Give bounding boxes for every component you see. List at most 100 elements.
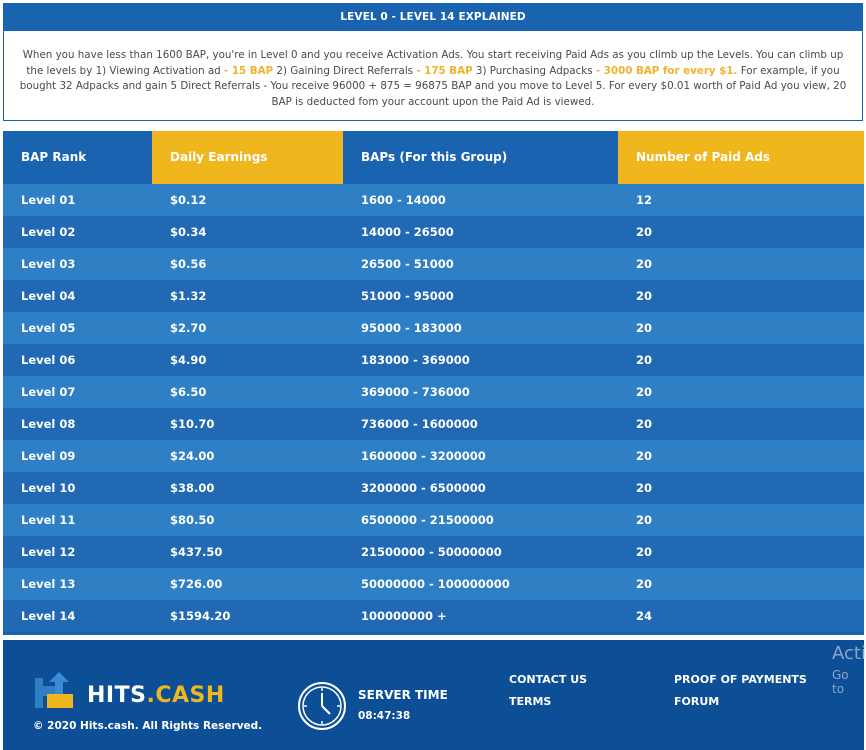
table-row: Level 14 $1594.20 100000000 + 24 bbox=[3, 600, 864, 635]
table-row: Level 12 $437.50 21500000 - 50000000 20 bbox=[3, 536, 864, 568]
header-paid-ads: Number of Paid Ads bbox=[618, 131, 864, 184]
cell-baps-group: 369000 - 736000 bbox=[361, 385, 470, 399]
table-row: Level 02 $0.34 14000 - 26500 20 bbox=[3, 216, 864, 248]
logo-text-dot: . bbox=[146, 683, 156, 708]
cell-bap-rank: Level 09 bbox=[21, 449, 76, 463]
cell-paid-ads: 20 bbox=[636, 481, 653, 495]
cell-daily-earnings: $4.90 bbox=[170, 353, 207, 367]
hits-cash-logo[interactable]: HITS.CASH bbox=[33, 672, 233, 712]
explainer-text-part: For example, if you bought 32 Adpacks an… bbox=[19, 64, 847, 108]
table-row: Level 06 $4.90 183000 - 369000 20 bbox=[3, 344, 864, 376]
proof-of-payments-link[interactable]: PROOF OF PAYMENTS bbox=[674, 673, 807, 686]
cell-bap-rank: Level 02 bbox=[21, 225, 76, 239]
server-time-label: SERVER TIME bbox=[358, 688, 448, 702]
activation-watermark-title: Acti bbox=[832, 643, 866, 664]
cell-paid-ads: 20 bbox=[636, 513, 653, 527]
cell-paid-ads: 20 bbox=[636, 353, 653, 367]
highlight-adpack-bap: - 3000 BAP for every $1. bbox=[595, 64, 738, 77]
cell-paid-ads: 20 bbox=[636, 385, 653, 399]
explainer-text: When you have less than 1600 BAP, you're… bbox=[4, 31, 862, 110]
cell-daily-earnings: $0.56 bbox=[170, 257, 207, 271]
cell-daily-earnings: $10.70 bbox=[170, 417, 215, 431]
cell-bap-rank: Level 13 bbox=[21, 577, 76, 591]
cell-baps-group: 3200000 - 6500000 bbox=[361, 481, 486, 495]
site-footer: HITS.CASH © 2020 Hits.cash. All Rights R… bbox=[3, 640, 866, 750]
cell-daily-earnings: $437.50 bbox=[170, 545, 223, 559]
table-row: Level 01 $0.12 1600 - 14000 12 bbox=[3, 184, 864, 216]
explainer-text-part: 3) Purchasing Adpacks bbox=[472, 64, 596, 77]
terms-link[interactable]: TERMS bbox=[509, 695, 552, 708]
explainer-title: LEVEL 0 - LEVEL 14 EXPLAINED bbox=[4, 4, 862, 31]
cell-daily-earnings: $2.70 bbox=[170, 321, 207, 335]
table-header-row: BAP Rank Daily Earnings BAPs (For this G… bbox=[3, 131, 864, 184]
cell-paid-ads: 24 bbox=[636, 609, 653, 623]
table-row: Level 03 $0.56 26500 - 51000 20 bbox=[3, 248, 864, 280]
logo-text: HITS.CASH bbox=[87, 683, 225, 708]
cell-daily-earnings: $0.12 bbox=[170, 193, 207, 207]
server-time-value: 08:47:38 bbox=[358, 710, 411, 722]
cell-baps-group: 100000000 + bbox=[361, 609, 447, 623]
cell-baps-group: 95000 - 183000 bbox=[361, 321, 462, 335]
cell-daily-earnings: $726.00 bbox=[170, 577, 223, 591]
contact-us-link[interactable]: CONTACT US bbox=[509, 673, 588, 686]
highlight-referral-bap: - 175 BAP bbox=[416, 64, 473, 77]
cell-baps-group: 6500000 - 21500000 bbox=[361, 513, 494, 527]
cell-daily-earnings: $1594.20 bbox=[170, 609, 231, 623]
table-row: Level 07 $6.50 369000 - 736000 20 bbox=[3, 376, 864, 408]
explainer-text-part: 2) Gaining Direct Referrals bbox=[273, 64, 417, 77]
cell-bap-rank: Level 12 bbox=[21, 545, 76, 559]
cell-paid-ads: 20 bbox=[636, 289, 653, 303]
cell-bap-rank: Level 04 bbox=[21, 289, 76, 303]
highlight-activation-bap: - 15 BAP bbox=[224, 64, 274, 77]
cell-baps-group: 21500000 - 50000000 bbox=[361, 545, 502, 559]
logo-text-cash: CASH bbox=[155, 683, 225, 708]
cell-bap-rank: Level 08 bbox=[21, 417, 76, 431]
table-body: Level 01 $0.12 1600 - 14000 12 Level 02 $0.34… bbox=[3, 184, 864, 635]
logo-text-hits: HITS bbox=[87, 683, 147, 708]
cell-daily-earnings: $38.00 bbox=[170, 481, 215, 495]
table-row: Level 10 $38.00 3200000 - 6500000 20 bbox=[3, 472, 864, 504]
cell-baps-group: 736000 - 1600000 bbox=[361, 417, 478, 431]
cell-baps-group: 51000 - 95000 bbox=[361, 289, 454, 303]
cell-paid-ads: 20 bbox=[636, 417, 653, 431]
logo-mark-icon bbox=[35, 672, 73, 708]
cell-paid-ads: 12 bbox=[636, 193, 653, 207]
cell-baps-group: 183000 - 369000 bbox=[361, 353, 470, 367]
cell-baps-group: 50000000 - 100000000 bbox=[361, 577, 510, 591]
explainer-text-part: When you have less than 1600 BAP, you're… bbox=[22, 49, 844, 77]
cell-paid-ads: 20 bbox=[636, 545, 653, 559]
table-row: Level 04 $1.32 51000 - 95000 20 bbox=[3, 280, 864, 312]
cell-paid-ads: 20 bbox=[636, 257, 653, 271]
table-row: Level 11 $80.50 6500000 - 21500000 20 bbox=[3, 504, 864, 536]
cell-baps-group: 14000 - 26500 bbox=[361, 225, 454, 239]
table-row: Level 05 $2.70 95000 - 183000 20 bbox=[3, 312, 864, 344]
forum-link[interactable]: FORUM bbox=[674, 695, 720, 708]
cell-daily-earnings: $1.32 bbox=[170, 289, 207, 303]
cell-daily-earnings: $0.34 bbox=[170, 225, 207, 239]
cell-bap-rank: Level 11 bbox=[21, 513, 76, 527]
cell-bap-rank: Level 14 bbox=[21, 609, 76, 623]
header-daily-earnings: Daily Earnings bbox=[152, 131, 343, 184]
levels-table: BAP Rank Daily Earnings BAPs (For this G… bbox=[3, 131, 864, 635]
cell-bap-rank: Level 06 bbox=[21, 353, 76, 367]
cell-bap-rank: Level 03 bbox=[21, 257, 76, 271]
table-row: Level 13 $726.00 50000000 - 100000000 20 bbox=[3, 568, 864, 600]
level-explainer-panel: LEVEL 0 - LEVEL 14 EXPLAINED When you ha… bbox=[3, 3, 863, 121]
cell-paid-ads: 20 bbox=[636, 225, 653, 239]
cell-paid-ads: 20 bbox=[636, 321, 653, 335]
cell-daily-earnings: $80.50 bbox=[170, 513, 215, 527]
cell-bap-rank: Level 05 bbox=[21, 321, 76, 335]
cell-bap-rank: Level 10 bbox=[21, 481, 76, 495]
activation-watermark-subtitle: Go to bbox=[832, 668, 849, 696]
header-bap-rank: BAP Rank bbox=[3, 131, 152, 184]
table-row: Level 08 $10.70 736000 - 1600000 20 bbox=[3, 408, 864, 440]
cell-baps-group: 26500 - 51000 bbox=[361, 257, 454, 271]
cell-paid-ads: 20 bbox=[636, 449, 653, 463]
table-row: Level 09 $24.00 1600000 - 3200000 20 bbox=[3, 440, 864, 472]
clock-icon bbox=[298, 682, 346, 730]
cell-daily-earnings: $24.00 bbox=[170, 449, 215, 463]
cell-bap-rank: Level 01 bbox=[21, 193, 76, 207]
cell-daily-earnings: $6.50 bbox=[170, 385, 207, 399]
cell-baps-group: 1600000 - 3200000 bbox=[361, 449, 486, 463]
copyright-text: © 2020 Hits.cash. All Rights Reserved. bbox=[33, 720, 263, 732]
